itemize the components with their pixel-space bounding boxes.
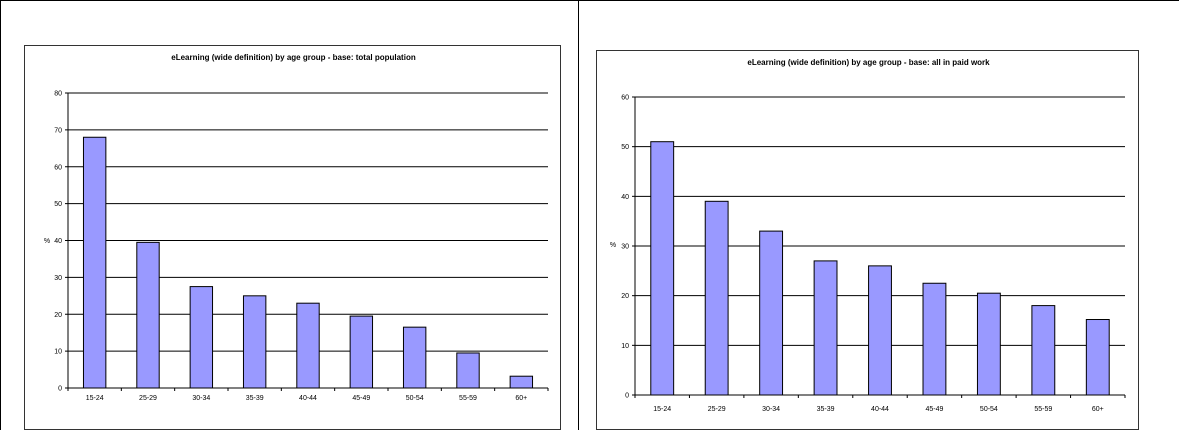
- bar: [813, 260, 838, 396]
- x-tick-label: 30-34: [762, 406, 780, 413]
- bar: [650, 141, 675, 396]
- x-tick-label: 25-29: [139, 395, 157, 402]
- y-tick-label: 20: [621, 293, 629, 300]
- x-tick-label: 45-49: [925, 406, 943, 413]
- y-tick-label: 60: [621, 95, 629, 102]
- y-tick-label: 60: [54, 164, 62, 171]
- bar: [136, 241, 160, 389]
- bar: [456, 352, 480, 389]
- bar: [242, 295, 267, 389]
- y-tick-label: 40: [621, 194, 629, 201]
- x-tick-label: 30-34: [192, 395, 210, 402]
- table-divider: [578, 0, 579, 430]
- bar: [82, 136, 107, 389]
- x-tick-label: 15-24: [653, 406, 671, 413]
- y-tick-label: 0: [625, 393, 629, 400]
- bar: [922, 282, 947, 396]
- y-tick-label: 10: [621, 343, 629, 350]
- bar: [509, 375, 534, 389]
- x-tick-label: 40-44: [299, 395, 317, 402]
- y-tick-label: 40: [54, 238, 62, 245]
- bar: [704, 200, 729, 396]
- x-tick-label: 50-54: [980, 406, 998, 413]
- bar: [1085, 319, 1110, 396]
- y-tick-label: 20: [54, 312, 62, 319]
- x-tick-label: 25-29: [708, 406, 726, 413]
- bar: [349, 315, 374, 389]
- x-tick-label: 35-39: [246, 395, 264, 402]
- x-tick-label: 60+: [1092, 406, 1104, 413]
- x-tick-label: 55-59: [1034, 406, 1052, 413]
- y-tick-label: 50: [54, 201, 62, 208]
- bar: [1031, 305, 1056, 396]
- chart-title: eLearning (wide definition) by age group…: [171, 53, 416, 62]
- table-left-border: [0, 0, 1, 430]
- x-tick-label: 60+: [515, 395, 527, 402]
- chart-total-population: eLearning (wide definition) by age group…: [24, 45, 561, 430]
- y-tick-label: 50: [621, 144, 629, 151]
- x-tick-label: 55-59: [459, 395, 477, 402]
- y-tick-label: 70: [54, 127, 62, 134]
- chart-paid-work: eLearning (wide definition) by age group…: [596, 50, 1139, 430]
- chart-svg-total-population: eLearning (wide definition) by age group…: [44, 53, 549, 402]
- y-tick-label: 30: [621, 244, 629, 251]
- x-tick-label: 15-24: [86, 395, 104, 402]
- y-tick-label: 0: [58, 386, 62, 393]
- bar: [759, 230, 784, 396]
- bar: [868, 265, 892, 396]
- bar: [296, 302, 320, 389]
- x-tick-label: 35-39: [817, 406, 835, 413]
- x-tick-label: 40-44: [871, 406, 889, 413]
- chart-svg-paid-work: eLearning (wide definition) by age group…: [610, 58, 1126, 413]
- x-tick-label: 45-49: [352, 395, 370, 402]
- table-top-border: [0, 0, 1179, 1]
- y-tick-label: 10: [54, 349, 62, 356]
- y-axis-label: %: [44, 238, 50, 245]
- x-tick-label: 50-54: [406, 395, 424, 402]
- y-tick-label: 30: [54, 275, 62, 282]
- bar: [976, 292, 1001, 396]
- bar: [189, 286, 214, 389]
- y-tick-label: 80: [54, 91, 62, 98]
- chart-title: eLearning (wide definition) by age group…: [747, 58, 990, 67]
- bar: [402, 326, 427, 389]
- y-axis-label: %: [610, 242, 616, 249]
